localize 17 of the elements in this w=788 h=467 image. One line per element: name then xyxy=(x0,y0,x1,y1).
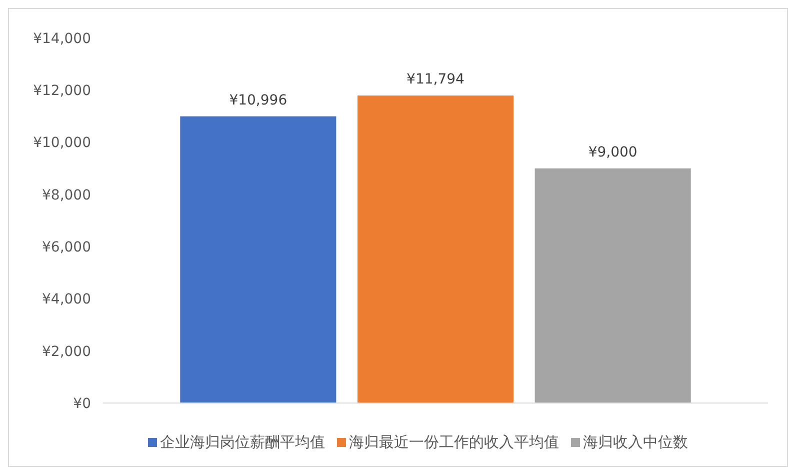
legend-label: 海归最近一份工作的收入平均值 xyxy=(349,433,559,451)
data-label: ¥11,794 xyxy=(406,72,465,88)
legend-label: 企业海归岗位薪酬平均值 xyxy=(160,433,325,451)
y-tick-label: ¥12,000 xyxy=(33,83,91,100)
y-tick-label: ¥2,000 xyxy=(42,344,91,360)
legend-label: 海归收入中位数 xyxy=(583,433,688,451)
y-tick-label: ¥10,000 xyxy=(33,135,91,152)
data-label: ¥10,996 xyxy=(229,92,288,108)
y-tick-label: ¥0 xyxy=(73,396,91,412)
bar xyxy=(534,168,691,403)
bar xyxy=(357,96,514,403)
y-tick-label: ¥4,000 xyxy=(42,292,91,308)
bar xyxy=(180,116,336,403)
y-tick-label: ¥6,000 xyxy=(42,239,91,256)
y-tick-label: ¥14,000 xyxy=(33,30,91,47)
y-tick-label: ¥8,000 xyxy=(42,187,91,204)
data-label: ¥9,000 xyxy=(588,144,638,160)
